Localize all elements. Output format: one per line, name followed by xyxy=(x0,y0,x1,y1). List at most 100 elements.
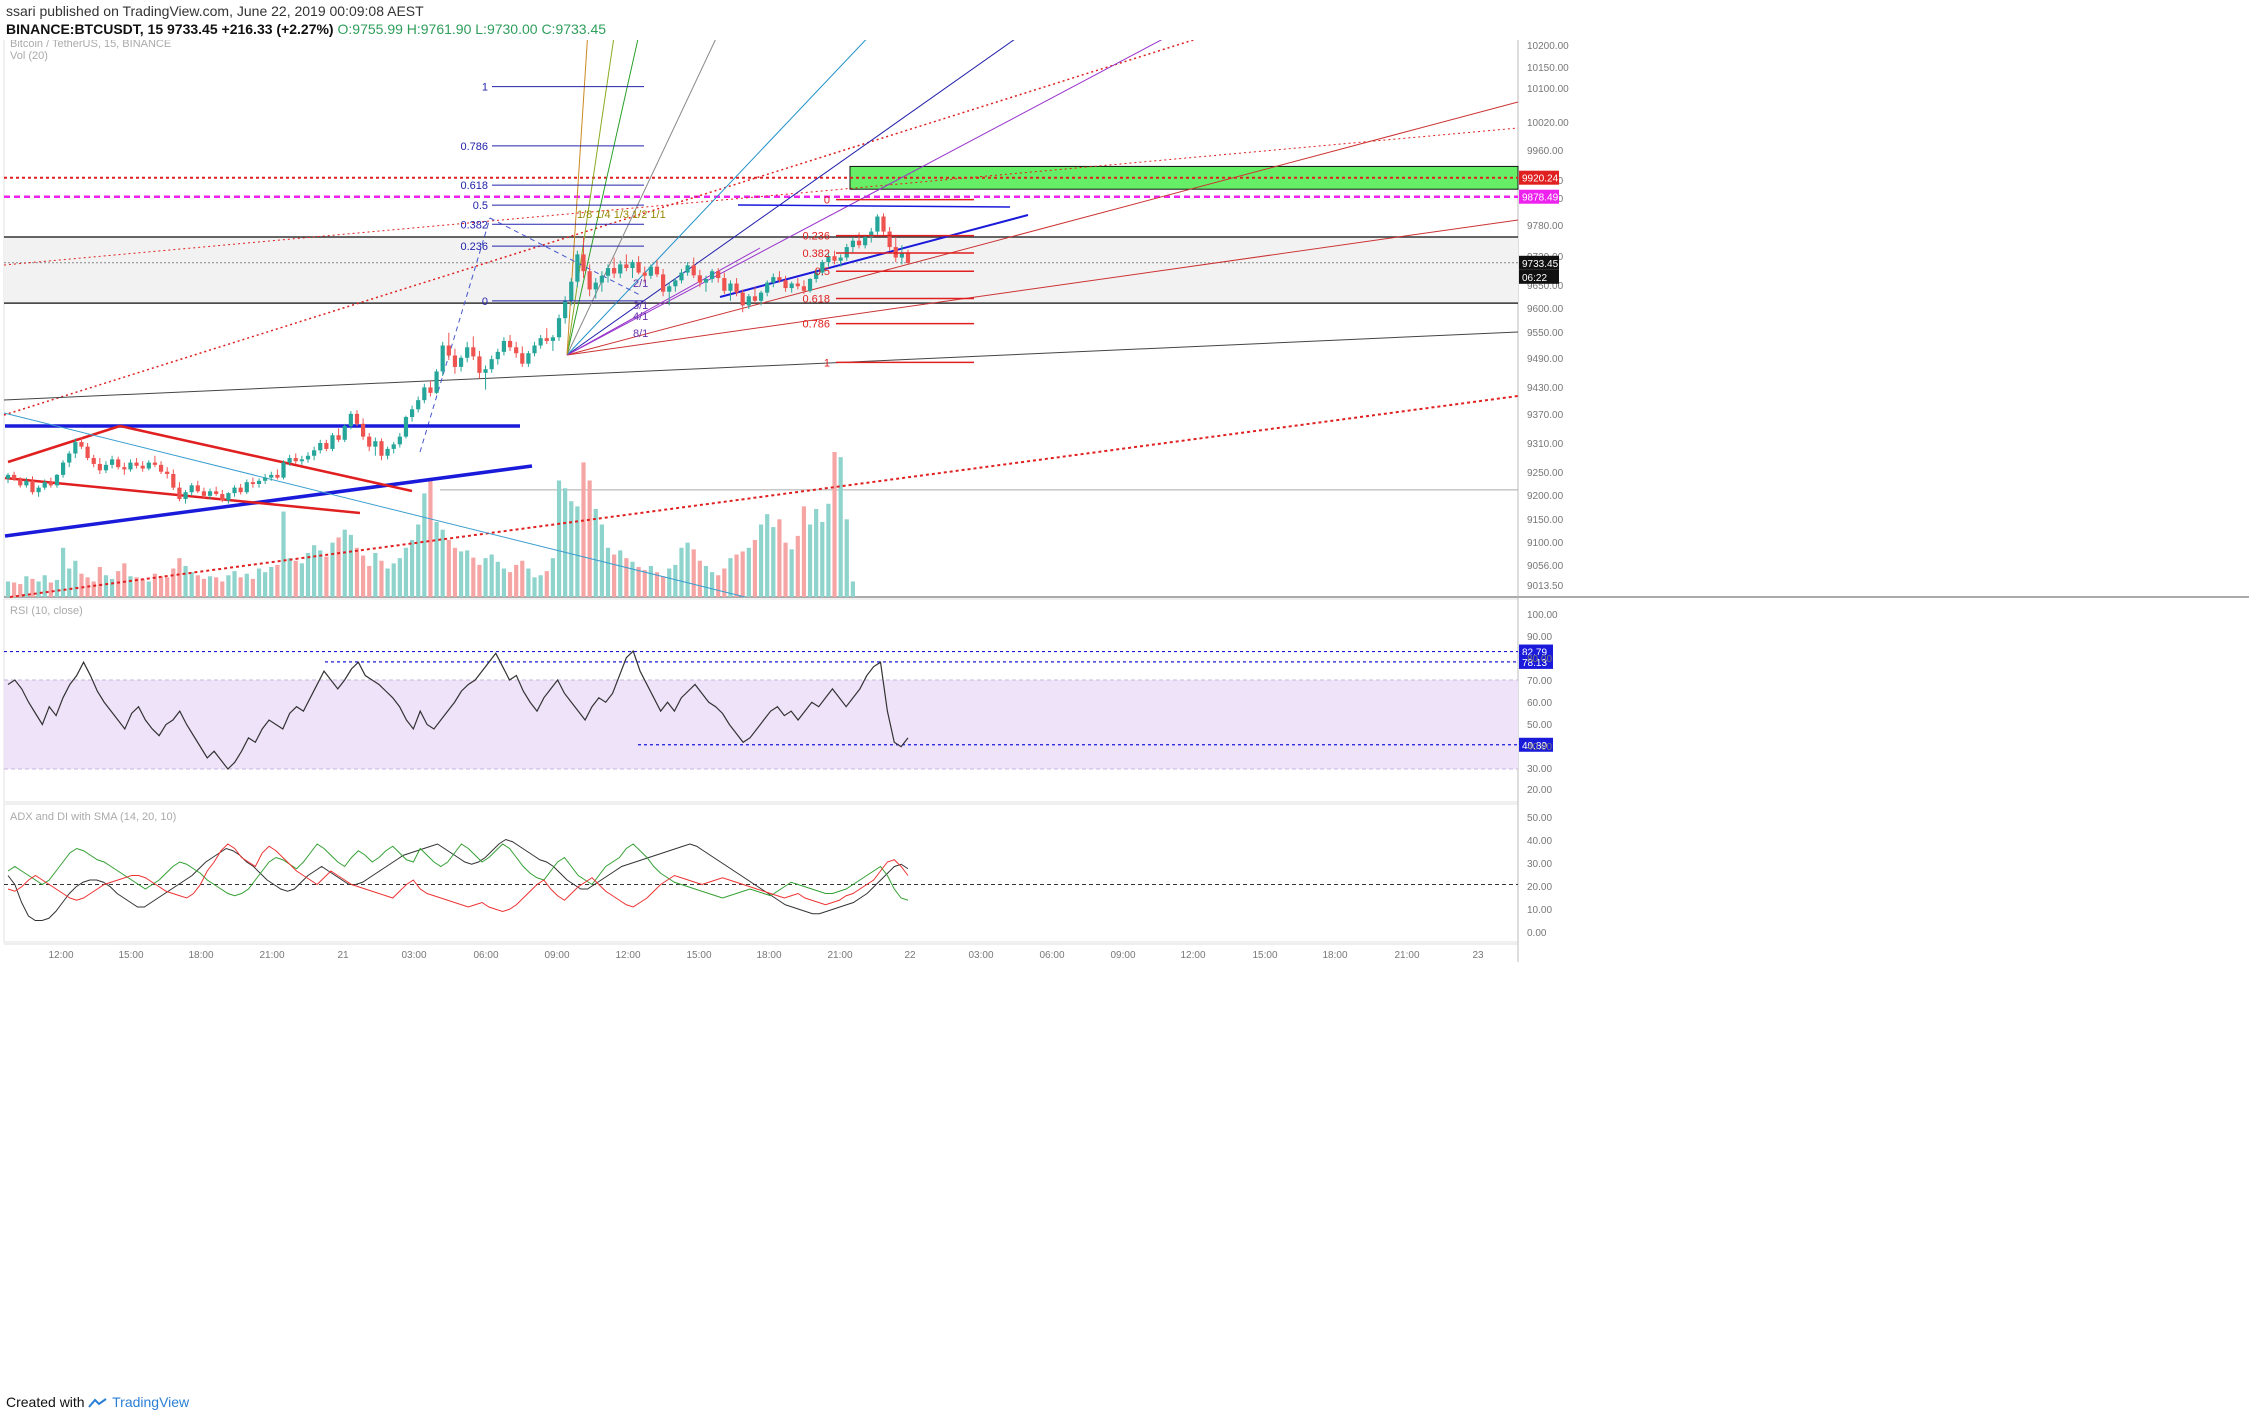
chart-canvas[interactable]: 1 0.786 0.618 0.5 0.382 0.236 0 0 0.236 0.382 0.5 0… xyxy=(0,40,2249,1394)
rsi-pane-title: RSI (10, close) xyxy=(10,605,83,617)
grey-trend xyxy=(3,331,1519,401)
volume-bar xyxy=(250,578,255,597)
volume-bar xyxy=(783,542,788,597)
volume-bar xyxy=(275,564,280,597)
candle-body xyxy=(177,487,182,500)
volume-bar xyxy=(801,506,807,597)
volume-bar xyxy=(54,579,60,597)
candle-body xyxy=(140,465,145,469)
fib-left-label: 0.618 xyxy=(460,180,488,192)
volume-bar xyxy=(691,549,696,597)
ohlc-values: O:9755.99 H:9761.90 L:9730.00 C:9733.45 xyxy=(337,21,607,37)
volume-bar xyxy=(36,581,41,597)
volume-bar xyxy=(520,560,525,597)
candle-body xyxy=(434,371,439,393)
price-badge-label: 06:22 xyxy=(1522,273,1547,284)
time-axis-tick: 21 xyxy=(337,950,349,961)
price-axis-tick: 9780.00 xyxy=(1527,221,1564,232)
publisher-username[interactable]: ssari xyxy=(6,3,36,19)
candle-body xyxy=(109,459,115,465)
adx-pane xyxy=(3,803,1519,943)
candle-body xyxy=(24,480,29,486)
time-axis-tick: 12:00 xyxy=(615,950,640,961)
volume-bar xyxy=(826,503,831,597)
candle-body xyxy=(605,268,611,276)
volume-bar xyxy=(416,524,421,597)
rsi-level-label: 82.79 xyxy=(1522,648,1547,659)
volume-bar xyxy=(348,534,353,597)
volume-bar xyxy=(195,575,200,597)
rsi-axis-tick: 60.00 xyxy=(1527,698,1552,709)
candle-body xyxy=(556,318,562,338)
price-axis-tick: 9490.00 xyxy=(1527,354,1564,365)
volume-bar xyxy=(403,547,409,597)
volume-bar xyxy=(489,554,494,597)
volume-bar xyxy=(73,560,78,597)
price-axis-tick: 10100.00 xyxy=(1527,84,1569,95)
volume-bar xyxy=(165,577,170,597)
candle-body xyxy=(801,286,807,291)
candle-body xyxy=(501,340,507,352)
candle-body xyxy=(746,296,751,306)
candle-body xyxy=(722,278,727,291)
volume-bar xyxy=(342,529,347,597)
time-axis-tick: 15:00 xyxy=(118,950,143,961)
candle-body xyxy=(520,353,525,364)
candle-body xyxy=(128,462,133,470)
candle-body xyxy=(654,266,660,275)
volume-bar xyxy=(575,506,580,597)
volume-bar xyxy=(42,575,47,597)
candle-body xyxy=(397,436,402,445)
candle-body xyxy=(373,441,378,447)
volume-bar xyxy=(79,573,84,597)
candle-body xyxy=(881,216,886,232)
volume-bar xyxy=(30,578,35,597)
volume-bar xyxy=(434,521,439,597)
volume-bar xyxy=(758,524,764,597)
price-axis-tick: 9310.00 xyxy=(1527,439,1564,450)
volume-bar xyxy=(281,511,286,597)
price-axis-tick: 9150.00 xyxy=(1527,515,1564,526)
candle-body xyxy=(440,345,445,372)
candle-body xyxy=(361,423,366,437)
candle-body xyxy=(648,266,653,276)
candle-body xyxy=(618,264,623,274)
volume-bar xyxy=(183,565,188,597)
volume-bar xyxy=(324,556,329,597)
rsi-level-badge xyxy=(1519,737,1553,752)
volume-bar xyxy=(624,558,629,597)
time-axis-tick: 18:00 xyxy=(756,950,781,961)
price-axis-tick: 9650.00 xyxy=(1527,281,1564,292)
candle-body xyxy=(550,337,555,341)
candle-body xyxy=(67,453,72,463)
volume-bar xyxy=(109,578,115,597)
fib-left-label: 0 xyxy=(482,296,488,308)
volume-bar xyxy=(556,480,562,597)
long-dotted-red-2 xyxy=(3,127,1519,266)
candle-body xyxy=(642,272,647,276)
volume-bar xyxy=(501,568,507,597)
volume-bar xyxy=(428,477,433,597)
volume-bar xyxy=(122,563,127,597)
candle-body xyxy=(728,283,733,291)
volume-bar xyxy=(471,557,476,597)
volume-bar xyxy=(642,570,647,597)
candle-body xyxy=(593,282,598,290)
candle-body xyxy=(820,262,825,273)
volume-bar xyxy=(146,581,151,597)
candle-body xyxy=(73,442,78,454)
candle-body xyxy=(661,274,666,292)
candle-body xyxy=(330,435,335,449)
tradingview-link[interactable]: TradingView xyxy=(112,1394,190,1410)
volume-bar xyxy=(189,572,194,597)
candle-body xyxy=(581,254,586,272)
footer: Created with TradingView xyxy=(6,1394,189,1410)
publish-line: ssari published on TradingView.com, June… xyxy=(6,3,424,19)
candle-body xyxy=(281,462,286,478)
adx-axis-tick: 40.00 xyxy=(1527,836,1552,847)
volume-bar xyxy=(807,524,813,597)
candle-body xyxy=(116,459,121,468)
candle-body xyxy=(391,444,396,449)
symbol-line: BINANCE:BTCUSDT, 15 9733.45 +216.33 (+2.… xyxy=(6,21,606,37)
candle-body xyxy=(54,474,60,486)
